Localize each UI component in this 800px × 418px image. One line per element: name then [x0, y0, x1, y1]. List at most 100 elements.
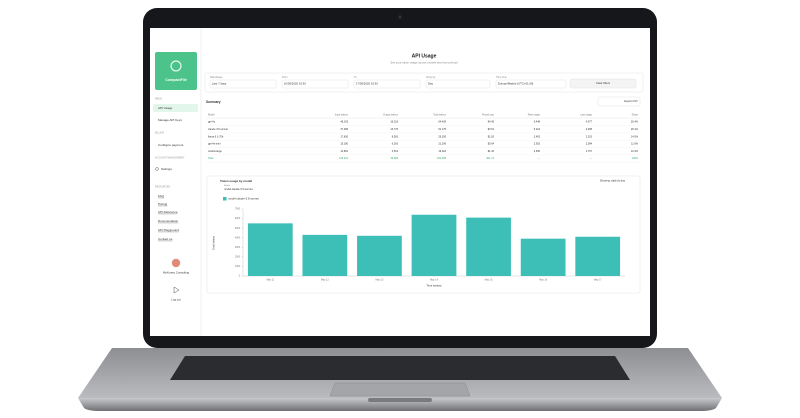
- column-header: Input tokens: [335, 114, 349, 117]
- chart-view: Showing: daily by day: [600, 179, 626, 183]
- x-tick-label: May 12: [321, 279, 330, 282]
- user-name: McKinsey Consulting: [163, 271, 190, 275]
- table-cell: 14,810: [340, 150, 348, 153]
- sign-out-icon: [173, 286, 180, 294]
- table-cell: 11.6%: [631, 143, 639, 146]
- column-header: Model: [208, 114, 215, 117]
- filter-label: Date Range: [210, 76, 223, 79]
- bar: [247, 223, 293, 276]
- table-cell: 35.4%: [631, 121, 639, 124]
- table-cell: mistral-large: [208, 150, 222, 153]
- sidebar-item[interactable]: API Usage: [158, 106, 173, 110]
- filter-input[interactable]: [209, 79, 277, 89]
- filter-input[interactable]: [425, 79, 491, 89]
- filter-value: Day: [428, 82, 434, 86]
- table-cell: 64,409: [438, 121, 446, 124]
- clear-button-label[interactable]: Clear filters: [596, 81, 611, 85]
- sidebar-item[interactable]: Pricing: [158, 202, 168, 206]
- table-cell: 28.1%: [631, 128, 639, 131]
- sidebar-item[interactable]: API Reference: [158, 210, 178, 214]
- table-cell: 10.4%: [631, 150, 639, 153]
- chart-title: Token usage by model: [220, 179, 252, 183]
- table-cell: 2,925: [534, 143, 541, 146]
- column-header: Last usage: [580, 114, 592, 117]
- table-cell: 48,193: [340, 121, 348, 124]
- clear-button[interactable]: [569, 78, 637, 89]
- sidebar-item[interactable]: Settings: [161, 167, 172, 171]
- sidebar-item[interactable]: API Playground: [158, 228, 179, 232]
- filter-input[interactable]: [281, 79, 349, 89]
- camera: [398, 15, 402, 19]
- table-cell: —: [538, 157, 541, 160]
- table-cell: 4,977: [586, 121, 593, 124]
- sidebar-item[interactable]: Manage API Keys: [158, 118, 182, 122]
- table-cell: $1.82: [488, 135, 495, 138]
- model-select[interactable]: model claude-3.5-sonnet: [224, 187, 253, 191]
- sidebar-item[interactable]: Documentation: [158, 219, 179, 223]
- table-cell: llama-3.1-70b: [208, 135, 224, 138]
- table-cell: 16,216: [390, 121, 398, 124]
- sign-out[interactable]: Log out: [171, 298, 181, 302]
- filter-input[interactable]: [495, 79, 567, 89]
- y-tick-label: 1000: [235, 266, 241, 268]
- x-tick-label: May 11: [266, 279, 274, 282]
- filter-value: Europe/Madrid (UTC+01:00): [498, 82, 533, 86]
- table-cell: 2,084: [586, 143, 593, 146]
- export-button-label[interactable]: Export CSV: [624, 99, 638, 103]
- sidebar-heading: BILLING: [155, 132, 164, 135]
- notch: [368, 398, 432, 402]
- settings-icon: [155, 167, 159, 171]
- table-cell: gpt-4o-mini: [208, 143, 221, 146]
- summary-title: Summary: [206, 100, 221, 104]
- trackpad: [329, 382, 471, 397]
- table-cell: Total: [208, 157, 214, 160]
- bar: [411, 214, 457, 276]
- bar: [357, 235, 402, 276]
- avatar: [171, 258, 181, 268]
- sidebar-heading: RESOURCES: [155, 186, 171, 189]
- x-tick-label: May 17: [594, 279, 603, 282]
- column-header: Share: [632, 114, 639, 117]
- table-cell: 8,563: [392, 135, 399, 138]
- x-tick-label: May 13: [376, 279, 385, 282]
- y-tick-label: 7000: [235, 209, 241, 211]
- y-tick-label: 2000: [235, 256, 241, 258]
- x-tick-label: May 16: [539, 279, 548, 282]
- table-cell: 37,399: [340, 128, 348, 131]
- active-item-bg: [153, 104, 198, 112]
- bar: [575, 236, 621, 276]
- sidebar-heading: ACCOUNT MANAGEMENT: [155, 157, 185, 160]
- table-cell: 26,393: [438, 135, 446, 138]
- brand-name: CompactFile: [165, 78, 187, 82]
- sidebar-item[interactable]: Contact us: [158, 237, 173, 241]
- column-header: Total tokens: [433, 114, 447, 117]
- y-tick-label: 3000: [235, 247, 241, 249]
- table-cell: $11.74: [487, 157, 495, 160]
- table-cell: 14.5%: [631, 135, 639, 138]
- bar: [520, 238, 566, 276]
- table-cell: 4,512: [392, 150, 399, 153]
- table-cell: 17,830: [340, 135, 348, 138]
- filter-label: Group by: [426, 76, 436, 79]
- sidebar-heading: MENU: [155, 98, 162, 101]
- keyboard: [170, 356, 630, 380]
- filter-value: 10/05/2026 10:30: [284, 82, 306, 86]
- bar: [466, 217, 511, 276]
- filter-input[interactable]: [353, 79, 421, 89]
- table-cell: $3.51: [488, 128, 495, 131]
- table-cell: claude-3.5-sonnet: [208, 128, 228, 131]
- filter-label: To: [354, 77, 357, 79]
- legend-label: model claude-3.5-sonnet: [228, 197, 259, 201]
- sidebar-item[interactable]: FAQ: [158, 194, 165, 198]
- table-cell: 100%: [632, 157, 639, 160]
- sidebar-item[interactable]: Configure payment: [158, 143, 184, 147]
- x-tick-label: May 15: [485, 279, 494, 282]
- filter-value: Last 7 days: [212, 82, 227, 86]
- table-cell: 6,448: [534, 121, 541, 124]
- filter-label: From: [282, 76, 287, 79]
- x-tick-label: May 14: [430, 279, 439, 282]
- table-cell: 1,767: [586, 150, 593, 153]
- export-button[interactable]: [597, 96, 641, 107]
- filter-label: Time zone: [496, 77, 507, 79]
